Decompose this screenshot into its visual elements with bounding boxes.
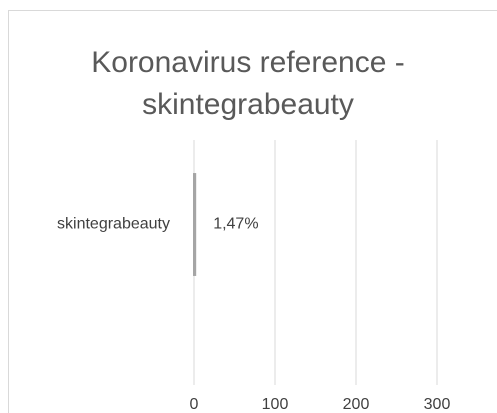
x-tick-label: 100 xyxy=(262,396,289,413)
data-label: 1,47% xyxy=(213,216,258,233)
chart-title: Koronavirus reference - skintegrabeauty xyxy=(91,46,405,121)
x-tick-label: 300 xyxy=(424,396,451,413)
y-tick-label: skintegrabeauty xyxy=(57,216,170,233)
x-tick-label: 0 xyxy=(190,396,199,413)
bar xyxy=(193,173,197,276)
x-tick-label: 200 xyxy=(343,396,370,413)
chart-border xyxy=(8,10,497,413)
